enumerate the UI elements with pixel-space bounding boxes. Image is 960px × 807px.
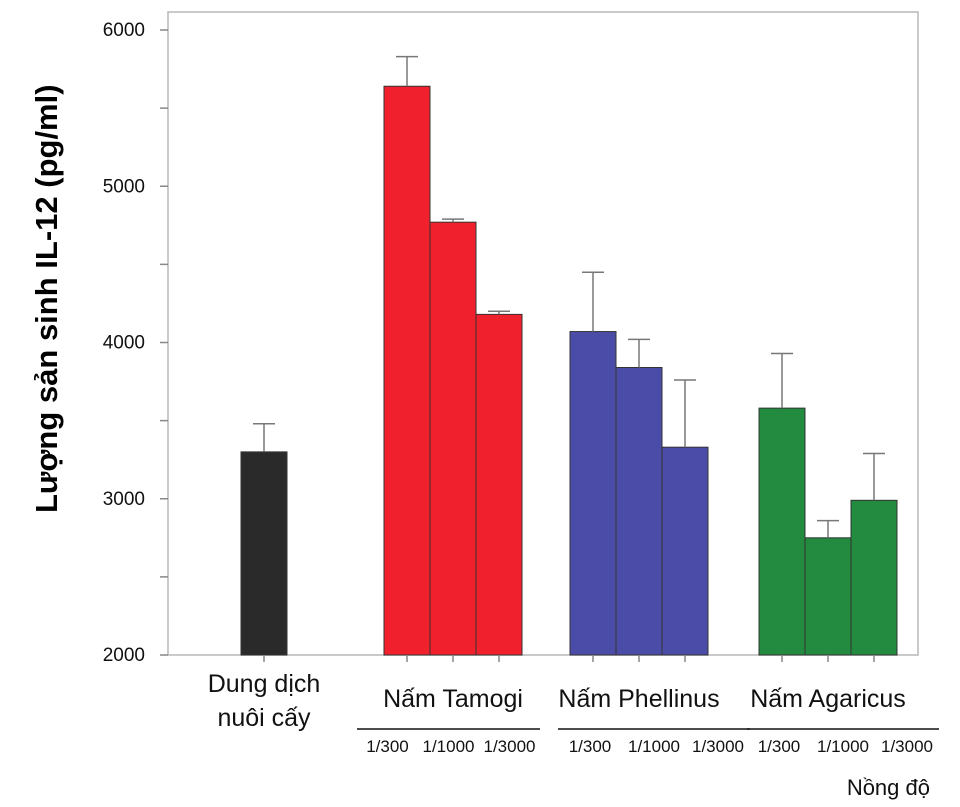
concentration-label: 1/1000 — [628, 737, 680, 756]
concentration-label: 1/3000 — [484, 737, 536, 756]
concentration-label: 1/1000 — [817, 737, 869, 756]
bar-group — [383, 55, 523, 656]
bar — [661, 446, 709, 656]
bar — [850, 499, 898, 656]
y-tick-label: 5000 — [103, 176, 145, 197]
bar — [429, 221, 477, 656]
concentration-label: 1/3000 — [692, 737, 744, 756]
group-label: Nấm Phellinus — [558, 685, 719, 713]
bar-group — [240, 423, 288, 656]
y-tick-label: 4000 — [103, 333, 145, 354]
bar — [240, 451, 288, 656]
group-label: Dung dịch — [208, 670, 321, 698]
bar — [615, 367, 663, 656]
x-axis-labels: Dung dịch nuôi cấy Nấm Tamogi 1/300 1/1000 1/… — [208, 655, 939, 756]
concentration-label: 1/1000 — [423, 737, 475, 756]
group-label: Nấm Agaricus — [750, 685, 906, 713]
bar — [383, 85, 431, 656]
bar — [758, 407, 806, 656]
bar-group — [569, 271, 709, 656]
y-axis-ticks: 2000 3000 4000 5000 6000 — [103, 20, 168, 666]
y-tick-label: 2000 — [103, 645, 145, 666]
concentration-label: 1/300 — [569, 737, 612, 756]
group-label: Nấm Tamogi — [383, 685, 523, 713]
bars — [240, 55, 898, 656]
concentration-label: 1/300 — [366, 737, 409, 756]
x-axis-label: Nồng độ — [847, 775, 930, 800]
y-tick-label: 6000 — [103, 20, 145, 41]
concentration-label: 1/3000 — [881, 737, 933, 756]
bar — [475, 313, 523, 656]
y-tick-label: 3000 — [103, 489, 145, 510]
concentration-label: 1/300 — [758, 737, 801, 756]
bar — [804, 537, 852, 656]
bar — [569, 331, 617, 656]
group-label: nuôi cấy — [217, 704, 311, 732]
